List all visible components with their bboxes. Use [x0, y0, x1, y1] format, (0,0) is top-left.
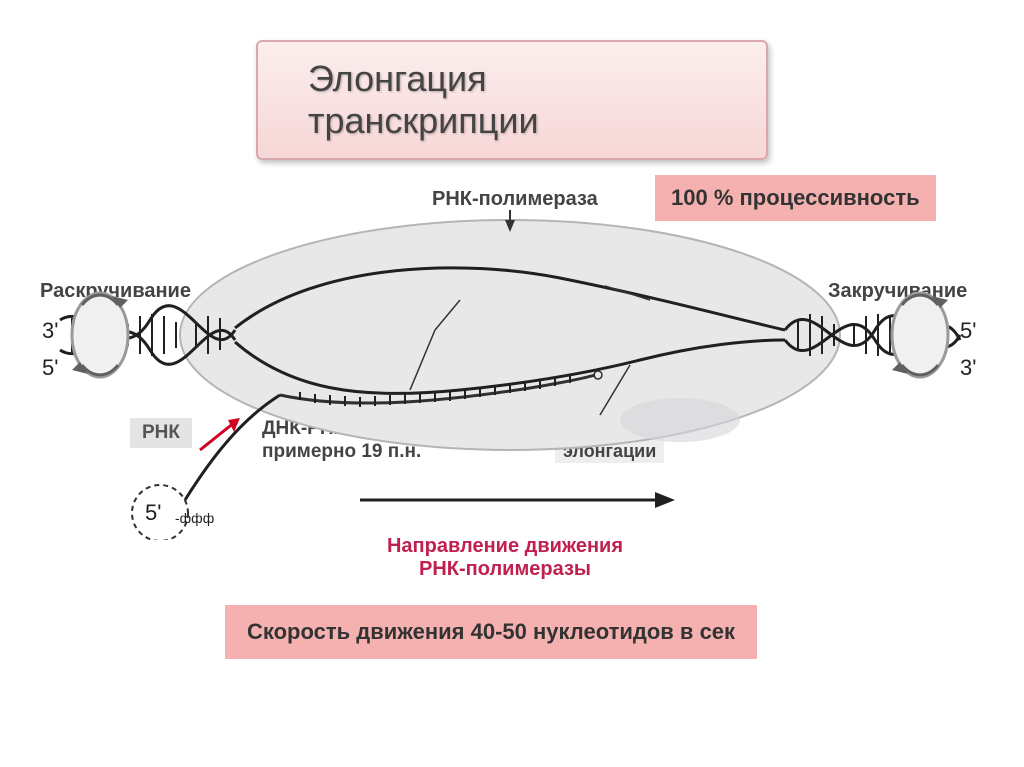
- unwinding-arrow-icon: [72, 293, 128, 377]
- red-arrow-line: [200, 422, 235, 450]
- page-title: Элонгация транскрипции: [308, 58, 539, 141]
- speed-box: Скорость движения 40-50 нуклеотидов в се…: [225, 605, 757, 659]
- extrusion-shape: [620, 398, 740, 442]
- transcription-bubble: [180, 220, 840, 450]
- title-box: Элонгация транскрипции: [256, 40, 768, 160]
- direction-label: Направление движения РНК-полимеразы: [355, 535, 655, 581]
- direction-arrow-head: [655, 492, 675, 508]
- five-prime-rna-label: 5': [145, 500, 161, 525]
- rewinding-arrow-icon: [892, 293, 948, 377]
- elongation-diagram: 5': [40, 190, 980, 540]
